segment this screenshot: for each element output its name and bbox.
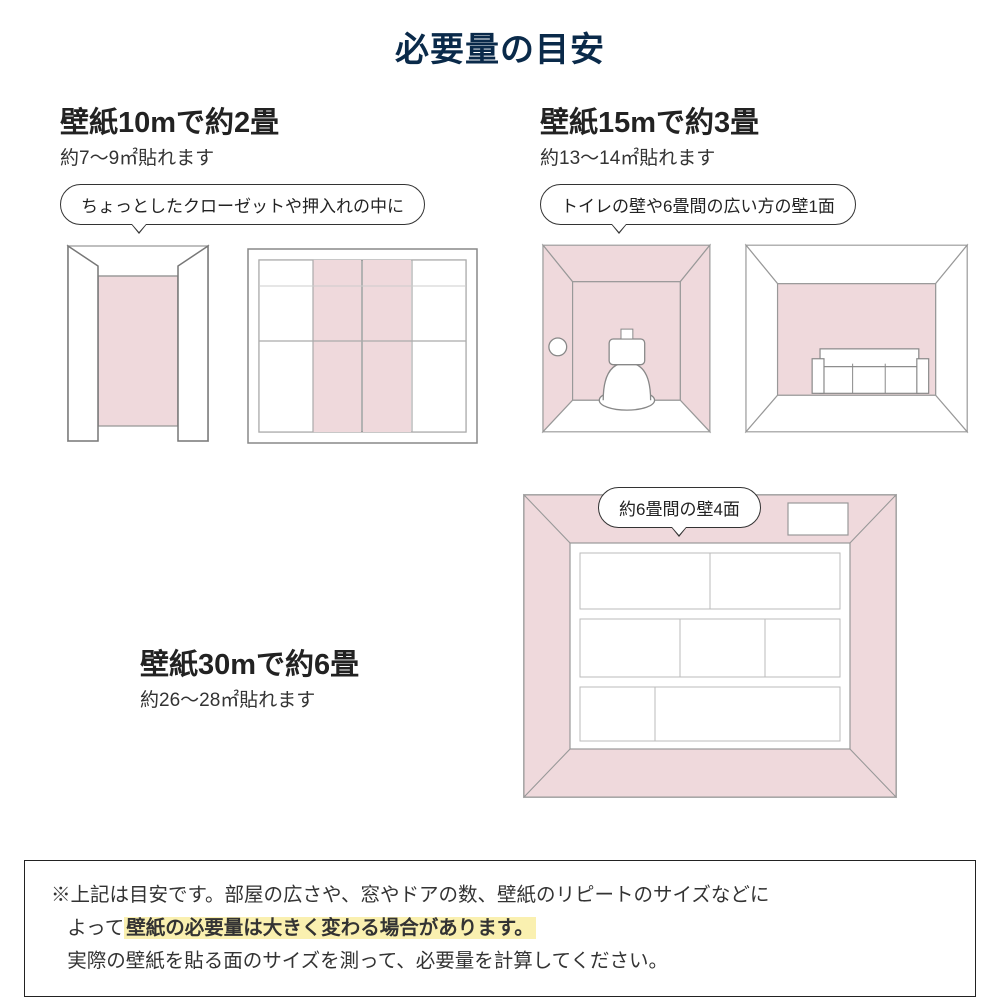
sections-grid: 壁紙10mで約2畳 約7～9㎡貼れます ちょっとしたクローゼットや押入れの中に: [0, 71, 1000, 851]
section-10m-sub: 約7～9㎡貼れます: [60, 143, 500, 170]
section-30m-heading: 壁紙30mで約6畳: [140, 641, 480, 683]
section-15m: 壁紙15mで約3畳 約13～14㎡貼れます トイレの壁や6畳間の広い方の壁1面: [540, 99, 970, 436]
section-30m-bubble: 約6畳間の壁4面: [598, 487, 761, 528]
section-10m: 壁紙10mで約2畳 約7～9㎡貼れます ちょっとしたクローゼットや押入れの中に: [60, 99, 500, 446]
section-30m: 約6畳間の壁4面 壁紙30mで約6畳 約26～28㎡貼れます: [140, 491, 920, 806]
section-10m-heading: 壁紙10mで約2畳: [60, 99, 500, 141]
note-line1: ※上記は目安です。部屋の広さや、窓やドアの数、壁紙のリピートのサイズなどに: [51, 884, 769, 906]
closet-illustration: [60, 241, 215, 446]
disclaimer-box: ※上記は目安です。部屋の広さや、窓やドアの数、壁紙のリピートのサイズなどに よっ…: [24, 860, 976, 997]
section-10m-bubble: ちょっとしたクローゼットや押入れの中に: [60, 184, 425, 225]
note-highlight: 壁紙の必要量は大きく変わる場合があります。: [124, 917, 536, 939]
note-line3: 実際の壁紙を貼る面のサイズを測って、必要量を計算してください。: [67, 950, 668, 972]
room-onewall-illustration: [743, 241, 970, 436]
section-15m-sub: 約13～14㎡貼れます: [540, 143, 970, 170]
page-title: 必要量の目安: [0, 0, 1000, 71]
oshiire-illustration: [245, 246, 480, 446]
section-15m-heading: 壁紙15mで約3畳: [540, 99, 970, 141]
toilet-illustration: [540, 241, 713, 436]
section-30m-sub: 約26～28㎡貼れます: [140, 685, 480, 712]
note-line2-pre: よって: [67, 917, 124, 939]
section-15m-bubble: トイレの壁や6畳間の広い方の壁1面: [540, 184, 856, 225]
room-4walls-illustration: [520, 491, 900, 801]
